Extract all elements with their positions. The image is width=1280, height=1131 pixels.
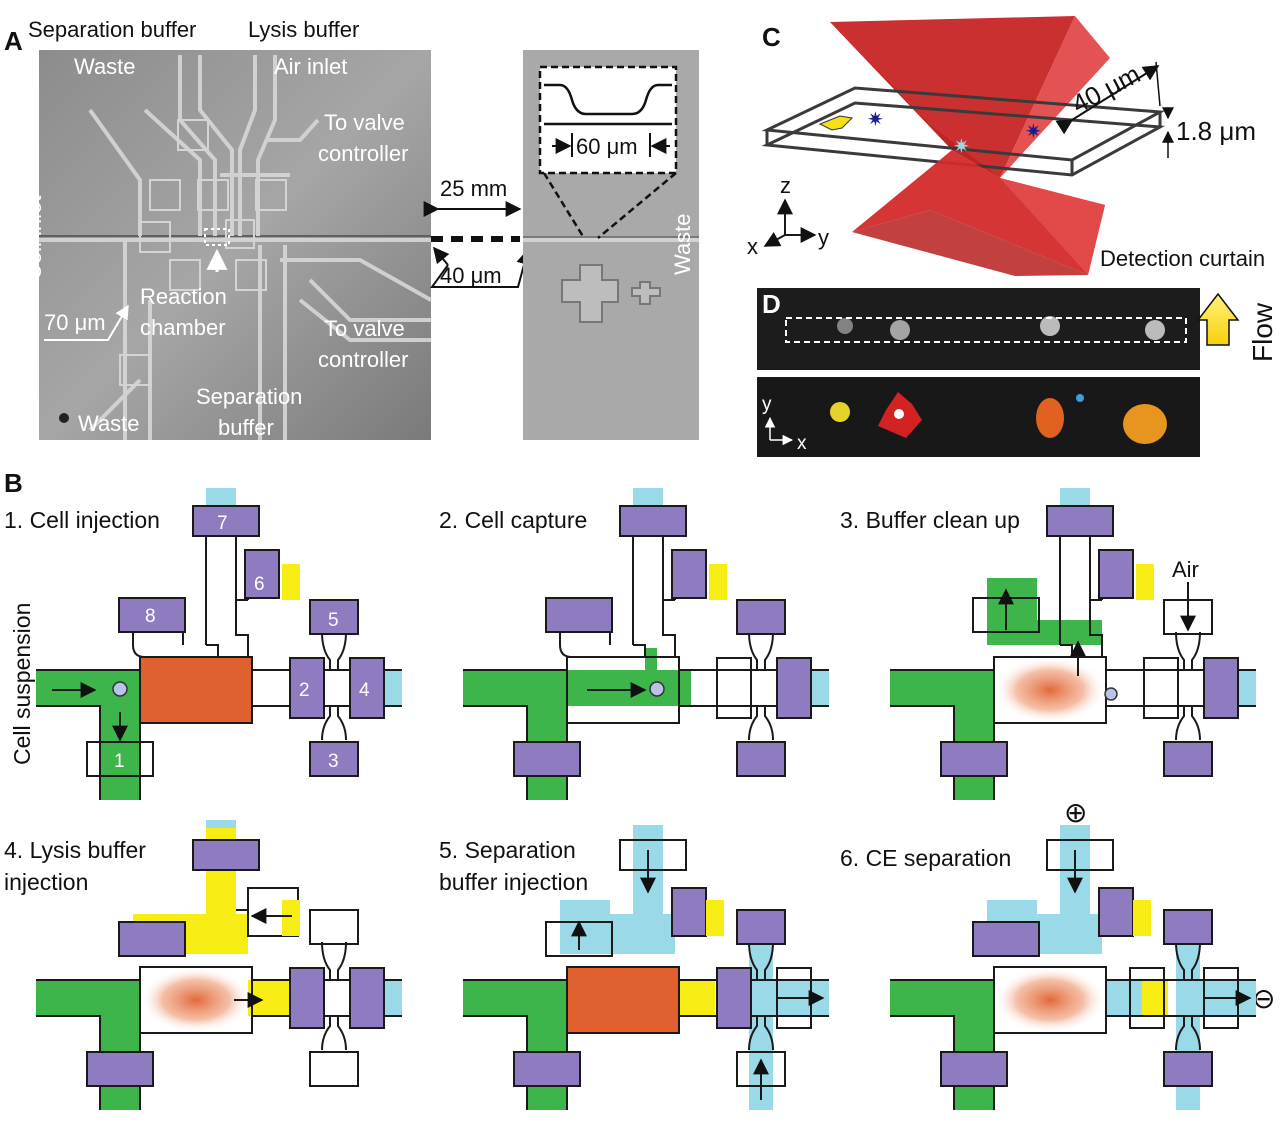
step-6-label: 6. CE separation	[840, 845, 1011, 871]
panel-a: A	[4, 17, 699, 440]
step-5-label-1: 5. Separation	[439, 837, 576, 863]
label-scale-70: 70 μm	[44, 310, 106, 335]
panel-c-letter: C	[762, 22, 781, 52]
label-40um: 40 μm	[440, 263, 502, 288]
valve-4	[349, 657, 385, 719]
img-axis-y: y	[762, 394, 772, 415]
valve-6-number: 6	[254, 574, 265, 595]
label-reaction: Reaction	[140, 284, 227, 309]
valve-7-number: 7	[217, 513, 228, 534]
axis-z: z	[780, 173, 791, 198]
valve-5-number: 5	[328, 610, 339, 631]
label-waste-right: Waste	[670, 213, 695, 275]
flow-arrow-icon	[1196, 292, 1240, 346]
valve-2	[289, 657, 325, 719]
valve-2-number: 2	[299, 680, 310, 701]
step-5: 5. Separation buffer injection	[439, 825, 829, 1110]
detection-image-gray	[757, 288, 1200, 370]
valve-8	[118, 597, 186, 633]
step-2-label: 2. Cell capture	[439, 507, 587, 533]
reaction-chamber-box	[204, 228, 230, 246]
label-to-valve-1b: controller	[318, 141, 408, 166]
step-1: 1. Cell injection 7 6 8	[4, 488, 402, 800]
label-60um: 60 μm	[576, 134, 638, 159]
label-air-inlet: Air inlet	[274, 54, 347, 79]
step-6: 6. CE separation ⊕ ⊖	[840, 797, 1275, 1110]
step-3-label: 3. Buffer clean up	[840, 507, 1020, 533]
label-to-valve-2a: To valve	[324, 316, 405, 341]
label-channel-height: 1.8 μm	[1176, 116, 1256, 146]
panel-d-letter: D	[762, 289, 781, 319]
valve-3	[309, 741, 359, 777]
label-cell-inlet: Cell inlet	[21, 196, 46, 280]
panel-b-letter: B	[4, 468, 23, 498]
step-4: 4. Lysis buffer injection	[4, 820, 402, 1110]
label-cell-suspension: Cell suspension	[9, 603, 35, 765]
valve-1	[86, 741, 154, 777]
label-to-valve-1a: To valve	[324, 110, 405, 135]
step-3: 3. Buffer clean up Air	[840, 488, 1256, 800]
label-separation-bottom-2: buffer	[218, 415, 274, 440]
cell-icon	[112, 681, 128, 697]
img-axis-x: x	[797, 433, 807, 454]
panel-c: C ✷ ✷ ✷ 40 μm 1.8 μm z y	[747, 16, 1265, 323]
valve-4-number: 4	[359, 680, 370, 701]
label-flow: Flow	[1247, 302, 1278, 362]
step-2: 2. Cell capture	[439, 488, 829, 800]
step-4-label-2: injection	[4, 869, 88, 895]
svg-text:✷: ✷	[867, 109, 884, 131]
label-separation-bottom-1: Separation	[196, 384, 302, 409]
step-5-label-2: buffer injection	[439, 869, 588, 895]
chip-micrograph-right: 60 μm Waste	[523, 50, 699, 440]
label-chamber: chamber	[140, 315, 226, 340]
label-waste-top: Waste	[74, 54, 136, 79]
electrode-minus-icon: ⊖	[1252, 983, 1275, 1014]
label-25mm: 25 mm	[440, 176, 507, 201]
axis-y: y	[818, 225, 829, 250]
axis-x: x	[747, 234, 758, 259]
panel-d: D y x Flow	[757, 288, 1278, 457]
valve-3-number: 3	[328, 751, 339, 772]
panel-b: B Cell suspension 1. Cell injection	[4, 468, 1275, 1110]
label-separation-buffer-top: Separation buffer	[28, 17, 196, 42]
label-detection-curtain: Detection curtain	[1100, 246, 1265, 271]
svg-text:✷: ✷	[953, 136, 970, 158]
svg-text:✷: ✷	[1025, 121, 1042, 143]
valve-5	[309, 599, 359, 635]
label-to-valve-2b: controller	[318, 347, 408, 372]
valve-7	[192, 505, 260, 537]
step-4-label-1: 4. Lysis buffer	[4, 837, 146, 863]
electrode-plus-icon: ⊕	[1064, 797, 1087, 828]
chip-micrograph: Separation buffer Lysis buffer Waste Air…	[21, 17, 432, 440]
panel-a-letter: A	[4, 26, 23, 56]
valve-6	[244, 549, 280, 599]
valve-1-number: 1	[114, 751, 125, 772]
label-air: Air	[1172, 557, 1199, 582]
label-waste-bottom: Waste	[78, 411, 140, 436]
valve-8-number: 8	[145, 606, 156, 627]
step-1-label: 1. Cell injection	[4, 507, 160, 533]
label-lysis-buffer: Lysis buffer	[248, 17, 359, 42]
